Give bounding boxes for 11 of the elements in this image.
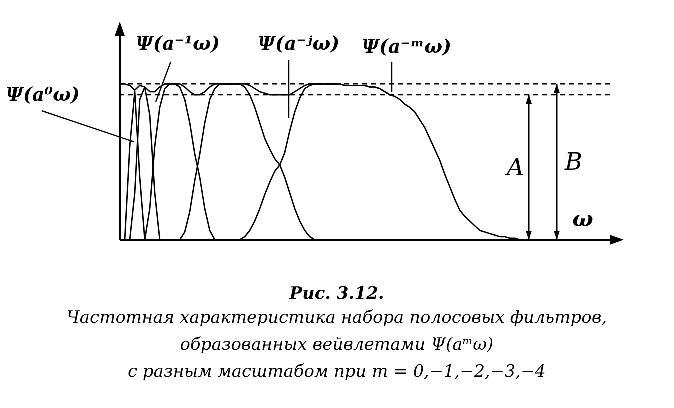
text: Ψ(a⁻¹ω) xyxy=(136,33,220,55)
text: образованных вейвлетами Ψ(aᵐω) xyxy=(179,335,495,355)
text: Рис. 3.12. xyxy=(288,284,386,304)
text: с разным масштабом при m = 0,−1,−2,−3,−4 xyxy=(126,362,547,382)
text: Ψ(a⁻ʲω) xyxy=(258,33,340,55)
ref-line-label: A xyxy=(505,154,524,182)
x-axis-title: ω xyxy=(572,206,594,232)
text: Ψ(a⁻ᵐω) xyxy=(362,36,452,58)
text: Ψ(a⁰ω) xyxy=(6,84,80,106)
text: Частотная характеристика набора полосовых фильтров, xyxy=(66,308,608,328)
ref-line-label: B xyxy=(564,148,583,176)
